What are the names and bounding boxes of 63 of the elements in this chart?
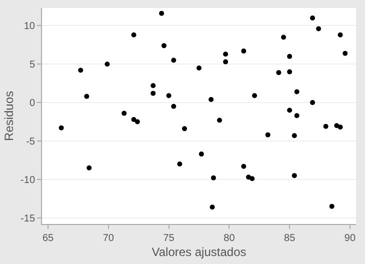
point	[58, 125, 64, 130]
point	[161, 43, 166, 48]
point	[287, 69, 292, 74]
point	[241, 48, 246, 54]
point	[287, 54, 292, 59]
point	[134, 119, 140, 124]
x-tick-label: 90	[344, 233, 356, 244]
point	[171, 58, 176, 63]
point	[196, 65, 202, 70]
point	[338, 124, 343, 130]
y-axis-title: Residuos	[2, 90, 16, 142]
point	[323, 124, 328, 129]
point	[150, 90, 156, 96]
point	[223, 59, 228, 64]
x-tick-label: 85	[284, 233, 296, 244]
y-tick-label: 0	[29, 98, 36, 110]
point	[265, 132, 270, 138]
point	[334, 123, 340, 128]
point	[159, 10, 164, 16]
point	[294, 113, 300, 118]
point	[310, 100, 316, 106]
point	[84, 94, 90, 99]
x-tick-label: 65	[42, 233, 54, 244]
point	[252, 93, 258, 98]
point	[241, 164, 246, 169]
x-tick-label: 75	[163, 233, 175, 244]
point	[198, 152, 204, 157]
point	[294, 89, 300, 94]
point	[78, 68, 84, 73]
point	[131, 116, 136, 122]
point	[292, 173, 297, 178]
x-tick-label: 70	[102, 233, 114, 244]
x-axis-title: Valores ajustados	[152, 244, 246, 259]
point	[177, 162, 182, 167]
point	[182, 126, 188, 132]
point	[210, 204, 215, 210]
point	[150, 83, 156, 88]
point	[342, 50, 348, 56]
x-tick-label: 80	[224, 233, 236, 244]
point	[287, 108, 292, 113]
point	[310, 15, 316, 20]
y-tick-label: 10	[24, 21, 36, 32]
point	[250, 176, 255, 182]
point	[281, 34, 286, 40]
point	[316, 26, 322, 32]
point	[223, 52, 228, 57]
point	[292, 133, 297, 138]
point	[338, 32, 343, 38]
point	[104, 62, 110, 67]
point	[210, 175, 216, 180]
y-tick-label: -5	[26, 136, 36, 148]
point	[329, 204, 334, 209]
y-tick-label: 5	[29, 60, 36, 71]
point	[122, 110, 127, 116]
point	[171, 104, 176, 109]
y-tick-label: -15	[20, 213, 36, 224]
point	[208, 96, 214, 102]
y-tick-label: -10	[20, 174, 36, 186]
point	[276, 70, 282, 76]
point	[166, 93, 172, 98]
point	[217, 118, 222, 123]
point	[86, 165, 92, 170]
point	[131, 32, 136, 38]
